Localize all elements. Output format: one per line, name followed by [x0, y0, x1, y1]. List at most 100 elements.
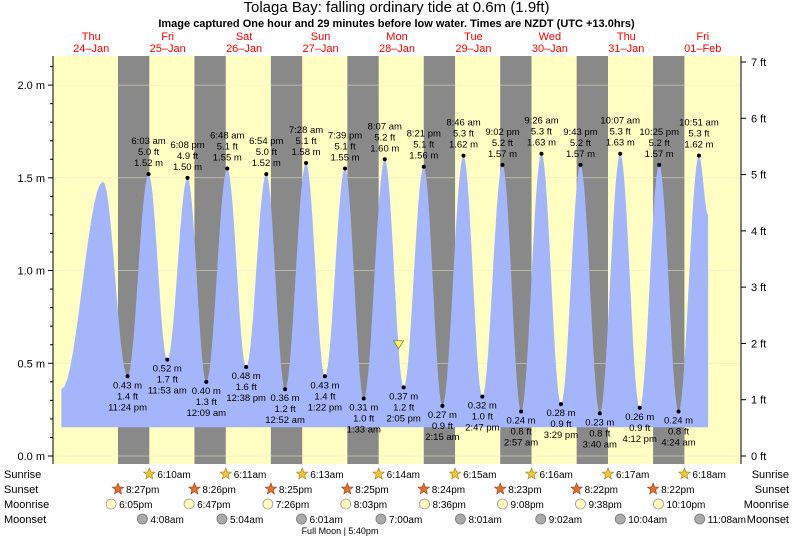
y2-tick-label: 7 ft [751, 57, 766, 69]
astro-row-label-left: Moonset [4, 514, 46, 526]
high-tide-point [421, 164, 426, 169]
low-tide-point [401, 385, 406, 390]
moonset-time: 8:01am [468, 515, 501, 526]
high-tide-m: 1.58 m [292, 147, 321, 158]
high-tide-m: 1.55 m [330, 153, 359, 164]
low-tide-point [322, 374, 327, 379]
low-tide-point [637, 405, 642, 410]
day-date: 30–Jan [532, 43, 568, 55]
day-date: 29–Jan [455, 43, 491, 55]
day-name: Fri [696, 31, 709, 43]
sunrise-time: 6:13am [310, 470, 343, 481]
high-tide-time: 7:39 pm [328, 131, 362, 142]
high-tide-m: 1.57 m [645, 149, 674, 160]
low-tide-time: 3:29 pm [544, 430, 578, 441]
day-name: Tue [464, 31, 483, 43]
low-tide-m: 0.23 m [585, 417, 614, 428]
moonrise-icon [653, 498, 664, 510]
high-tide-time: 10:07 am [600, 116, 640, 127]
moonrise-icon [105, 498, 117, 510]
low-tide-ft: 0.9 ft [550, 419, 571, 430]
y2-tick-label: 0 ft [751, 451, 766, 463]
sunset-icon [570, 482, 584, 495]
low-tide-ft: 1.4 ft [314, 391, 335, 402]
sunrise-icon [142, 467, 156, 480]
high-tide-ft: 5.3 ft [531, 127, 552, 138]
full-moon-note: Full Moon | 5:40pm [302, 526, 379, 536]
day-date: 25–Jan [150, 43, 186, 55]
high-tide-m: 1.57 m [566, 149, 595, 160]
high-tide-ft: 5.2 ft [649, 138, 670, 149]
moonset-time: 7:00am [389, 515, 422, 526]
high-tide-point [264, 172, 269, 177]
high-tide-m: 1.52 m [134, 158, 163, 169]
y-axis-left-ticks: 0.0 m 0.5 m 1.0 m 1.5 m 2.0 m [17, 66, 53, 463]
high-tide-point [696, 153, 701, 158]
low-tide-point [519, 409, 524, 414]
low-tide-time: 12:52 am [265, 415, 305, 426]
low-tide-m: 0.36 m [271, 393, 300, 404]
sunset-time: 8:22pm [585, 485, 618, 496]
low-tide-time: 4:12 pm [623, 434, 657, 445]
high-tide-labels: 6:03 am5.0 ft1.52 m6:08 pm4.9 ft1.50 m6:… [131, 116, 719, 180]
current-tide-marker-group [392, 340, 405, 350]
sunrise-time: 6:11am [234, 470, 267, 481]
low-tide-ft: 1.3 ft [196, 397, 217, 408]
moonset-time: 5:04am [230, 515, 263, 526]
low-tide-m: 0.37 m [389, 391, 418, 402]
astro-row-label-left: Moonrise [4, 499, 49, 511]
high-tide-point [343, 166, 348, 171]
high-tide-ft: 5.2 ft [374, 132, 395, 143]
high-tide-time: 6:54 pm [249, 136, 283, 147]
low-tide-m: 0.28 m [546, 408, 575, 419]
moonrise-icon [419, 498, 430, 510]
high-tide-m: 1.56 m [409, 151, 438, 162]
high-tide-point [578, 162, 583, 167]
low-tide-time: 2:57 am [504, 437, 538, 448]
high-tide-ft: 5.0 ft [256, 147, 277, 158]
high-tide-time: 9:26 am [524, 116, 558, 127]
low-tide-m: 0.27 m [428, 410, 457, 421]
y2-tick-label: 1 ft [751, 395, 766, 407]
high-tide-m: 1.50 m [173, 162, 202, 173]
low-tide-time: 1:33 am [347, 425, 381, 436]
high-tide-ft: 5.1 ft [413, 140, 434, 151]
y-tick-label: 1.5 m [17, 173, 45, 185]
sunrise-time: 6:10am [157, 470, 190, 481]
day-name: Mon [386, 31, 407, 43]
y-axis-right-ticks: 0 ft 1 ft 2 ft 3 ft 4 ft 5 ft 6 ft 7 ft [741, 57, 766, 463]
sunrise-time: 6:17am [616, 470, 649, 481]
low-tide-point [558, 402, 563, 407]
low-tide-ft: 1.2 ft [393, 402, 414, 413]
sunrise-time: 6:15am [463, 470, 496, 481]
moonset-icon [137, 513, 148, 525]
y2-tick-label: 4 ft [751, 226, 766, 238]
low-tide-m: 0.48 m [232, 371, 261, 382]
low-tide-ft: 1.0 ft [353, 414, 374, 425]
day-name: Thu [617, 31, 636, 43]
sunset-icon [646, 482, 660, 495]
low-tide-point [165, 357, 170, 362]
sunrise-icon [372, 467, 386, 480]
low-tide-m: 0.52 m [153, 364, 182, 375]
high-tide-m: 1.60 m [370, 143, 399, 154]
low-tide-time: 12:09 am [186, 408, 226, 419]
moonrise-time: 6:47pm [197, 500, 230, 511]
astro-row-label-left: Sunrise [4, 469, 41, 481]
high-tide-point [185, 175, 190, 180]
y2-tick-label: 6 ft [751, 113, 766, 125]
high-tide-m: 1.62 m [684, 140, 713, 151]
moonset-icon [216, 513, 228, 525]
day-date: 31–Jan [608, 43, 644, 55]
high-tide-time: 6:03 am [131, 136, 165, 147]
moonset-icon [296, 513, 307, 525]
low-tide-ft: 0.8 ft [668, 426, 689, 437]
high-tide-point [618, 151, 623, 156]
low-tide-point [244, 364, 249, 369]
low-tide-ft: 0.8 ft [511, 426, 532, 437]
low-tide-time: 3:40 am [583, 439, 617, 450]
sunset-time: 8:27pm [126, 485, 159, 496]
high-tide-time: 9:43 pm [563, 127, 597, 138]
low-tide-ft: 1.6 ft [236, 382, 257, 393]
day-date: 26–Jan [226, 43, 262, 55]
